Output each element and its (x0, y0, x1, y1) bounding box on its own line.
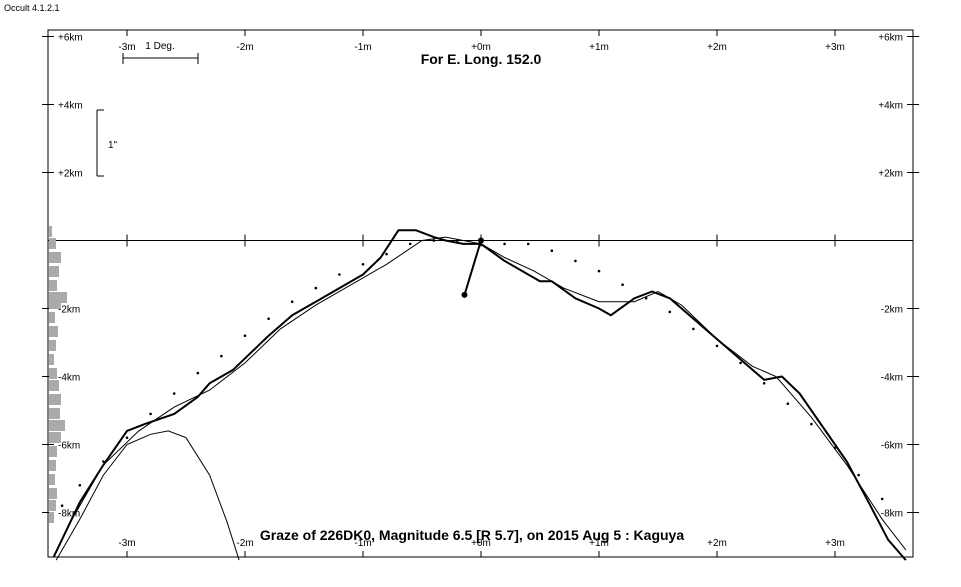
x-tick-label-bottom: -2m (236, 538, 253, 549)
reference-dot (810, 422, 813, 426)
x-tick-label-top: -2m (236, 42, 253, 53)
histogram-bar (49, 354, 54, 365)
histogram-bar (49, 298, 61, 309)
y-tick-label-left: -4km (58, 373, 80, 384)
reference-dot (432, 239, 436, 242)
histogram-bar (49, 512, 54, 523)
x-tick-label-bottom: +3m (825, 538, 845, 549)
histogram-bar (49, 432, 61, 443)
reference-dot (408, 242, 412, 246)
arcsec-bar-label: 1" (108, 140, 118, 151)
reference-dot (290, 300, 294, 304)
reference-dot (739, 361, 742, 365)
reference-dot (762, 382, 766, 385)
histogram-bar (49, 474, 55, 485)
reference-dot (574, 259, 577, 263)
observer-marker-end (461, 291, 468, 298)
x-tick-label-top: +1m (589, 42, 609, 53)
reference-dot (60, 504, 64, 508)
x-tick-label-bottom: +2m (707, 538, 727, 549)
reference-dot (668, 310, 672, 314)
histogram-bar (49, 446, 57, 457)
reference-dot (644, 297, 648, 300)
histogram-bar (49, 280, 57, 291)
y-tick-label-right: +2km (878, 169, 903, 180)
histogram-bar (49, 238, 56, 249)
x-tick-label-bottom: +0m (471, 538, 491, 549)
y-tick-label-right: +6km (878, 33, 903, 44)
y-tick-label-right: -4km (881, 373, 903, 384)
x-tick-label-top: +0m (471, 42, 491, 53)
reference-dot (78, 484, 82, 487)
y-tick-label-right: -8km (881, 509, 903, 520)
x-tick-label-top: -3m (118, 42, 135, 53)
observed-limb-profile (52, 229, 907, 561)
reference-dot (338, 273, 341, 276)
reference-dot (196, 371, 200, 375)
y-tick-label-right: -2km (881, 305, 903, 316)
histogram-bar (49, 380, 59, 391)
observer-marker-start (478, 237, 484, 244)
reference-dot (526, 242, 530, 246)
reference-dot (102, 460, 105, 463)
reference-dot (715, 344, 719, 348)
mean-limb-line (67, 236, 907, 551)
y-tick-label-left: -8km (58, 509, 80, 520)
chart-caption: Graze of 226DK0, Magnitude 6.5 [R 5.7], … (260, 527, 684, 543)
y-tick-label-left: -6km (58, 441, 80, 452)
reference-dot (503, 242, 506, 246)
histogram-bar (49, 252, 61, 263)
y-tick-label-left: +4km (58, 101, 83, 112)
app-title: Occult 4.1.2.1 (4, 3, 60, 13)
y-tick-label-right: +4km (878, 101, 903, 112)
histogram-bar (49, 460, 56, 471)
chart-title: For E. Long. 152.0 (421, 51, 542, 67)
reference-dot (172, 392, 176, 395)
reference-dot (314, 286, 318, 290)
reference-dot (597, 269, 601, 273)
reference-dot (550, 249, 554, 252)
histogram-bar (49, 226, 52, 237)
y-tick-label-left: +6km (58, 33, 83, 44)
reference-dot (243, 334, 247, 338)
x-tick-label-top: -1m (354, 42, 371, 53)
histogram-bar (49, 326, 58, 337)
x-tick-label-bottom: -3m (118, 538, 135, 549)
reference-dot (361, 263, 365, 266)
histogram-bar (49, 408, 60, 419)
reference-dot (692, 327, 695, 331)
x-tick-label-top: +2m (707, 42, 727, 53)
histogram-bar (49, 500, 56, 511)
plot-frame (47, 29, 914, 558)
y-tick-label-left: +2km (58, 169, 83, 180)
y-tick-label-right: -6km (881, 441, 903, 452)
lower-arc (55, 430, 240, 561)
reference-dot (267, 317, 270, 321)
observer-marker-line (463, 240, 482, 296)
reference-dot (621, 283, 624, 287)
reference-dot (125, 436, 129, 440)
x-tick-label-top: +3m (825, 42, 845, 53)
reference-dot (857, 473, 860, 477)
histogram-bar (49, 340, 56, 351)
reference-dot (385, 252, 388, 256)
histogram-bar (49, 368, 57, 379)
histogram-bar (49, 312, 55, 323)
x-tick-label-bottom: -1m (354, 538, 371, 549)
reference-dot (880, 497, 884, 501)
histogram-bar (49, 488, 57, 499)
scale-bar-label: 1 Deg. (145, 41, 174, 52)
x-tick-label-bottom: +1m (589, 538, 609, 549)
y-tick-label-left: -2km (58, 305, 80, 316)
reference-dot (220, 354, 223, 358)
reference-dot (786, 402, 790, 406)
histogram-bar (49, 420, 65, 431)
histogram-bar (49, 266, 59, 277)
histogram-bar (49, 394, 61, 405)
reference-dot (149, 412, 152, 416)
histogram-bar (49, 292, 67, 303)
